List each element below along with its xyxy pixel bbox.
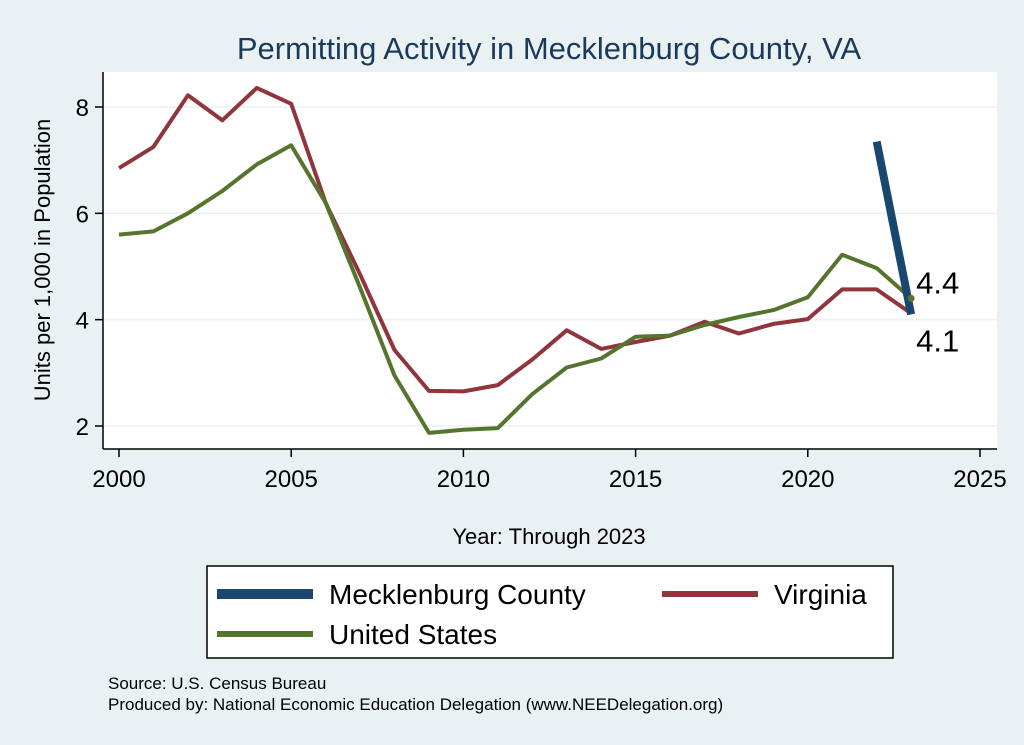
y-axis-title: Units per 1,000 in Population (30, 119, 55, 402)
annotation-label: 4.4 (916, 265, 959, 300)
legend-box (206, 565, 894, 659)
axes: 2 4 6 8 2000 2005 2010 2015 2020 2025 (76, 72, 1007, 493)
x-tick-label: 2010 (437, 466, 490, 493)
legend-label: United States (329, 619, 497, 650)
series-line-united-states (118, 143, 913, 435)
annotation-label: 4.1 (916, 323, 959, 358)
us-end-marker (907, 294, 915, 302)
source-note: Source: U.S. Census Bureau (108, 674, 326, 693)
y-tick-label: 8 (76, 95, 89, 122)
y-tick-label: 6 (76, 201, 89, 228)
y-tick-label: 4 (76, 308, 89, 335)
y-tick-label: 2 (76, 414, 89, 441)
x-tick-label: 2000 (92, 466, 145, 493)
x-tick-label: 2015 (609, 466, 662, 493)
series-line-virginia (117, 85, 913, 394)
plot-area (103, 72, 997, 449)
grid-lines (103, 106, 997, 427)
x-tick-label: 2020 (781, 466, 834, 493)
series-line-mecklenburg-county (872, 140, 916, 316)
legend: Mecklenburg County Virginia United States (206, 565, 894, 659)
producer-note: Produced by: National Economic Education… (108, 695, 723, 714)
x-tick-label: 2025 (953, 466, 1006, 493)
x-tick-label: 2005 (265, 466, 318, 493)
x-axis-title: Year: Through 2023 (452, 524, 645, 549)
legend-label: Mecklenburg County (329, 579, 586, 610)
annotations: 4.4 4.1 (916, 265, 959, 358)
chart-title: Permitting Activity in Mecklenburg Count… (237, 31, 862, 66)
legend-label: Virginia (774, 579, 867, 610)
series-lines (117, 85, 916, 435)
